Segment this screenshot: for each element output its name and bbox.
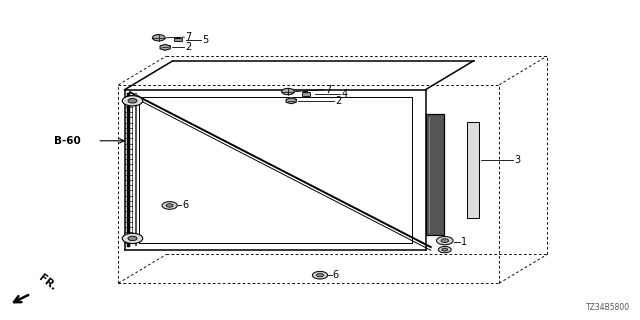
Circle shape — [438, 246, 451, 253]
Text: 1: 1 — [461, 236, 467, 247]
Circle shape — [122, 233, 143, 244]
Text: 3: 3 — [514, 155, 520, 165]
Bar — [467, 122, 479, 218]
Text: 7: 7 — [186, 32, 192, 42]
Circle shape — [152, 35, 165, 41]
Circle shape — [442, 248, 448, 251]
Circle shape — [441, 239, 449, 243]
Polygon shape — [286, 98, 296, 104]
Polygon shape — [160, 44, 170, 50]
Bar — [175, 36, 179, 38]
Bar — [303, 91, 307, 92]
Circle shape — [128, 99, 137, 103]
Text: 2: 2 — [335, 96, 342, 106]
Circle shape — [317, 274, 323, 277]
Text: FR.: FR. — [37, 273, 58, 292]
Text: TZ34B5800: TZ34B5800 — [586, 303, 630, 312]
Bar — [174, 38, 182, 41]
Circle shape — [436, 236, 453, 245]
Text: 6: 6 — [333, 270, 339, 280]
Text: B-60: B-60 — [54, 136, 81, 146]
Text: 6: 6 — [182, 200, 189, 211]
Text: 2: 2 — [186, 42, 192, 52]
Bar — [426, 114, 444, 235]
Text: 5: 5 — [202, 35, 209, 45]
Circle shape — [128, 236, 137, 241]
Bar — [302, 92, 310, 96]
Text: 7: 7 — [325, 84, 332, 95]
Text: 4: 4 — [342, 89, 348, 99]
Circle shape — [162, 202, 177, 209]
Circle shape — [122, 96, 143, 106]
Circle shape — [282, 88, 294, 95]
Circle shape — [312, 271, 328, 279]
Circle shape — [166, 204, 173, 207]
